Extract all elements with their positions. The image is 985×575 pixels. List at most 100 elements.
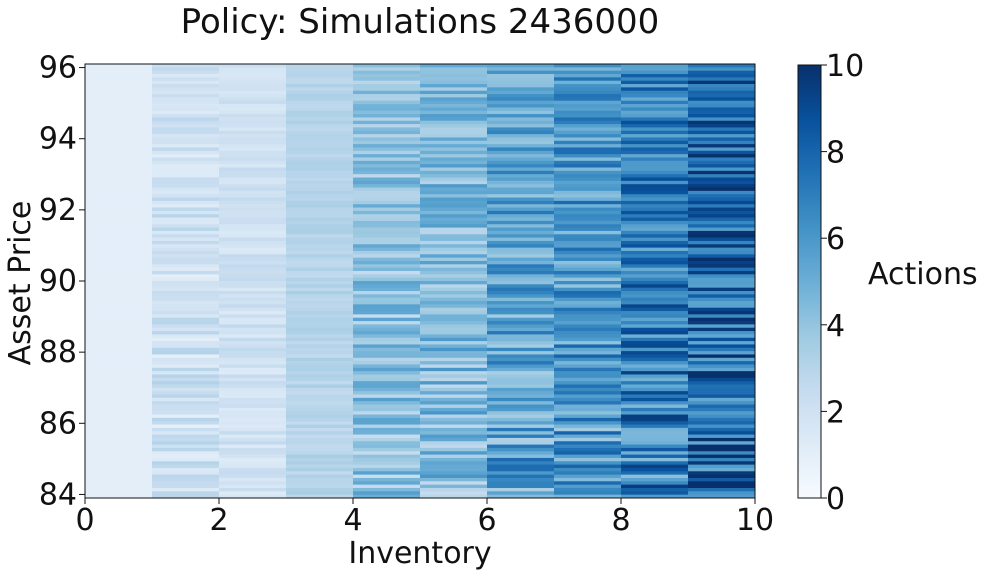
heatmap-cell: [219, 341, 286, 345]
heatmap-cell: [554, 374, 621, 379]
heatmap-cell: [85, 77, 152, 82]
heatmap-cell: [152, 127, 219, 132]
heatmap-cell: [286, 137, 353, 142]
heatmap-cell: [487, 150, 554, 155]
heatmap-cell: [554, 127, 621, 132]
heatmap-cell: [554, 210, 621, 215]
heatmap-cell: [554, 381, 621, 385]
heatmap-cell: [487, 254, 554, 259]
heatmap-cell: [219, 167, 286, 172]
heatmap-cell: [420, 367, 487, 372]
heatmap-cell: [353, 417, 420, 422]
heatmap-cell: [353, 67, 420, 72]
heatmap-cell: [85, 244, 152, 249]
heatmap-cell: [85, 461, 152, 466]
heatmap-cell: [353, 200, 420, 205]
heatmap-cell: [554, 364, 621, 369]
heatmap-cell: [152, 140, 219, 145]
heatmap-cell: [420, 337, 487, 342]
heatmap-cell: [420, 160, 487, 165]
heatmap-cell: [621, 200, 688, 205]
heatmap-cell: [152, 281, 219, 285]
heatmap-cell: [219, 180, 286, 185]
heatmap-cell: [219, 281, 286, 285]
heatmap-cell: [688, 157, 755, 162]
heatmap-cell: [85, 424, 152, 429]
heatmap-cell: [420, 267, 487, 272]
heatmap-cell: [420, 491, 487, 496]
heatmap-cell: [420, 90, 487, 95]
heatmap-cell: [353, 457, 420, 462]
heatmap-cell: [420, 64, 487, 68]
heatmap-cell: [487, 190, 554, 195]
heatmap-cell: [688, 334, 755, 339]
heatmap-cell: [487, 117, 554, 122]
heatmap-cell: [554, 80, 621, 85]
heatmap-cell: [85, 157, 152, 162]
heatmap-cell: [688, 94, 755, 98]
heatmap-cell: [554, 97, 621, 102]
heatmap-cell: [688, 454, 755, 459]
heatmap-cell: [353, 407, 420, 412]
heatmap-cell: [353, 190, 420, 195]
heatmap-cell: [85, 377, 152, 382]
heatmap-cell: [554, 200, 621, 205]
heatmap-cell: [554, 174, 621, 178]
heatmap-cell: [554, 187, 621, 192]
heatmap-cell: [152, 307, 219, 312]
heatmap-cell: [353, 97, 420, 102]
heatmap-cell: [85, 441, 152, 445]
heatmap-cell: [688, 147, 755, 152]
heatmap-cell: [286, 494, 353, 499]
heatmap-cell: [621, 174, 688, 178]
heatmap-cell: [353, 217, 420, 222]
heatmap-cell: [487, 451, 554, 455]
heatmap-cell: [688, 134, 755, 138]
heatmap-cell: [420, 167, 487, 172]
heatmap-cell: [286, 130, 353, 135]
heatmap-cell: [219, 120, 286, 125]
heatmap-cell: [621, 354, 688, 359]
heatmap-cell: [688, 464, 755, 469]
heatmap-cell: [219, 244, 286, 249]
heatmap-cell: [621, 334, 688, 339]
heatmap-cell: [621, 301, 688, 305]
heatmap-cell: [621, 387, 688, 392]
heatmap-cell: [487, 100, 554, 105]
heatmap-cell: [554, 334, 621, 339]
heatmap-cell: [219, 467, 286, 472]
heatmap-cell: [219, 157, 286, 162]
heatmap-cell: [286, 311, 353, 315]
heatmap-cell: [286, 124, 353, 128]
heatmap-cell: [353, 397, 420, 402]
heatmap-cell: [420, 264, 487, 269]
heatmap-cell: [152, 230, 219, 235]
heatmap-cell: [152, 421, 219, 425]
heatmap-cell: [554, 64, 621, 68]
heatmap-cell: [353, 367, 420, 372]
heatmap-cell: [420, 424, 487, 429]
heatmap-cell: [621, 447, 688, 452]
heatmap-cell: [688, 260, 755, 265]
heatmap-cell: [85, 200, 152, 205]
heatmap-cell: [353, 411, 420, 415]
heatmap-cell: [621, 391, 688, 395]
heatmap-cell: [353, 74, 420, 78]
heatmap-cell: [286, 447, 353, 452]
heatmap-cell: [420, 74, 487, 78]
heatmap-cell: [353, 451, 420, 455]
heatmap-cell: [420, 270, 487, 275]
heatmap-cell: [286, 167, 353, 172]
heatmap-cell: [85, 434, 152, 439]
heatmap-cell: [420, 477, 487, 482]
heatmap-cell: [353, 297, 420, 302]
heatmap-cell: [621, 444, 688, 449]
heatmap-cell: [420, 341, 487, 345]
heatmap-cell: [152, 394, 219, 399]
heatmap-cell: [85, 237, 152, 242]
heatmap-cell: [420, 494, 487, 499]
heatmap-cell: [353, 287, 420, 292]
heatmap-cell: [621, 324, 688, 329]
heatmap-cell: [621, 381, 688, 385]
heatmap-cell: [621, 260, 688, 265]
